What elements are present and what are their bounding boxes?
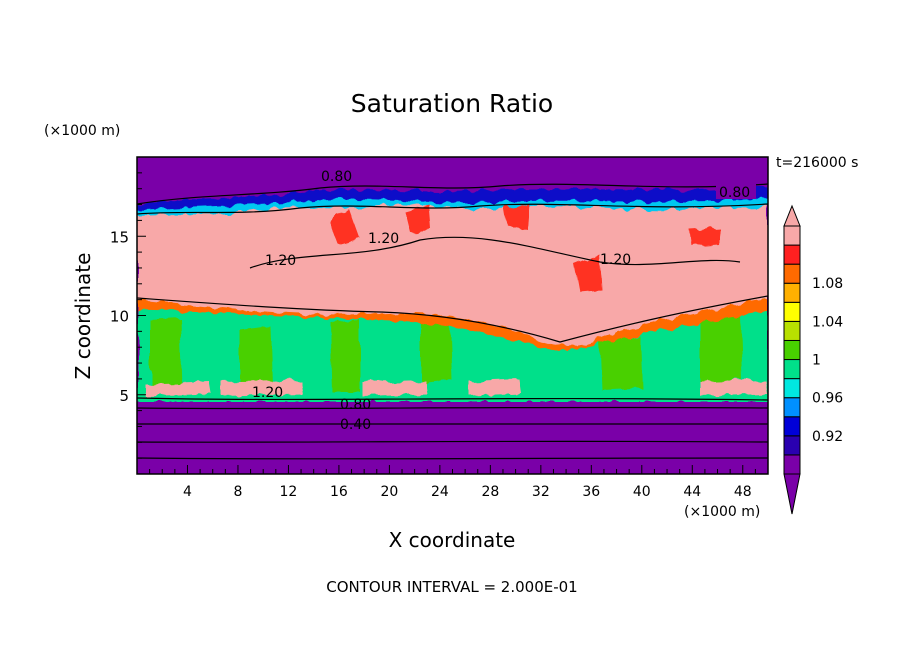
contour-label: 0.80: [340, 397, 371, 413]
contour-label: 1.20: [600, 252, 631, 268]
field-supersaturated: [137, 204, 768, 346]
x-tick-label: 32: [532, 484, 550, 500]
x-tick-label: 48: [734, 484, 752, 500]
colorbar-swatch: [783, 378, 801, 399]
x-tick-label: 20: [380, 484, 398, 500]
contour-lines: [137, 183, 768, 460]
x-tick-label: 24: [431, 484, 449, 500]
footer-contour-interval: CONTOUR INTERVAL = 2.000E-01: [326, 578, 577, 596]
contour-label: 0.80: [719, 185, 750, 201]
x-tick-label: 16: [330, 484, 348, 500]
colorbar-label: 0.96: [812, 391, 843, 407]
colorbar-swatch: [783, 359, 801, 380]
colorbar-swatch: [783, 454, 801, 475]
plot-area: 0.80 0.80 1.20 1.20 1.20 1.20 0.80 0.40: [137, 157, 768, 474]
colorbar-swatch: [783, 339, 801, 361]
time-label: t=216000 s: [776, 155, 858, 171]
colorbar-label: 1.08: [812, 276, 843, 292]
colorbar-lower-arrow: [783, 473, 801, 515]
x-tick-label: 28: [481, 484, 499, 500]
colorbar-swatch: [783, 435, 801, 456]
x-unit-label: (×1000 m): [684, 504, 760, 520]
colorbar-swatch: [783, 225, 801, 246]
colorbar: [783, 204, 801, 515]
colorbar-label: 1.04: [812, 314, 843, 330]
x-tick-label: 40: [633, 484, 651, 500]
x-tick-label: 12: [280, 484, 298, 500]
x-tick-label: 36: [582, 484, 600, 500]
chart-title: Saturation Ratio: [351, 89, 553, 118]
x-axis-ticks: 4 8 12 16 20 24 28 32 36 40 44 48: [149, 465, 756, 500]
colorbar-swatch: [783, 301, 801, 322]
contour-label: 0.80: [321, 169, 352, 185]
x-tick-label: 8: [233, 484, 242, 500]
y-tick-label: 5: [119, 387, 129, 405]
y-tick-label: 10: [110, 308, 129, 326]
colorbar-swatch: [783, 263, 801, 284]
contour-label: 1.20: [252, 385, 283, 401]
colorbar-label: 1: [812, 353, 821, 369]
colorbar-swatch: [783, 397, 801, 418]
colorbar-upper-arrow: [783, 204, 801, 227]
colorbar-swatch: [783, 282, 801, 303]
contour-label: 0.40: [340, 417, 371, 433]
field-band-green: [150, 316, 742, 392]
colorbar-label: 0.92: [812, 429, 843, 445]
y-tick-label: 15: [110, 228, 129, 246]
colorbar-swatch: [783, 320, 801, 341]
y-axis-ticks: 5 10 15: [110, 172, 146, 459]
colorbar-labels: 0.92 0.96 1 1.04 1.08: [812, 276, 843, 445]
y-axis-label: Z coordinate: [71, 253, 95, 380]
contour-label: 1.20: [265, 253, 296, 269]
colorbar-swatch: [783, 416, 801, 437]
y-unit-label: (×1000 m): [44, 123, 120, 139]
x-tick-label: 44: [683, 484, 701, 500]
colorbar-swatch: [783, 244, 801, 265]
field-low-cloud-cells: [145, 380, 767, 396]
contour-label: 1.20: [368, 231, 399, 247]
contour-labels: 0.80 0.80 1.20 1.20 1.20 1.20 0.80 0.40: [252, 167, 756, 433]
x-axis-label: X coordinate: [389, 528, 516, 552]
field-hotspots: [330, 204, 720, 292]
x-tick-label: 4: [183, 484, 192, 500]
